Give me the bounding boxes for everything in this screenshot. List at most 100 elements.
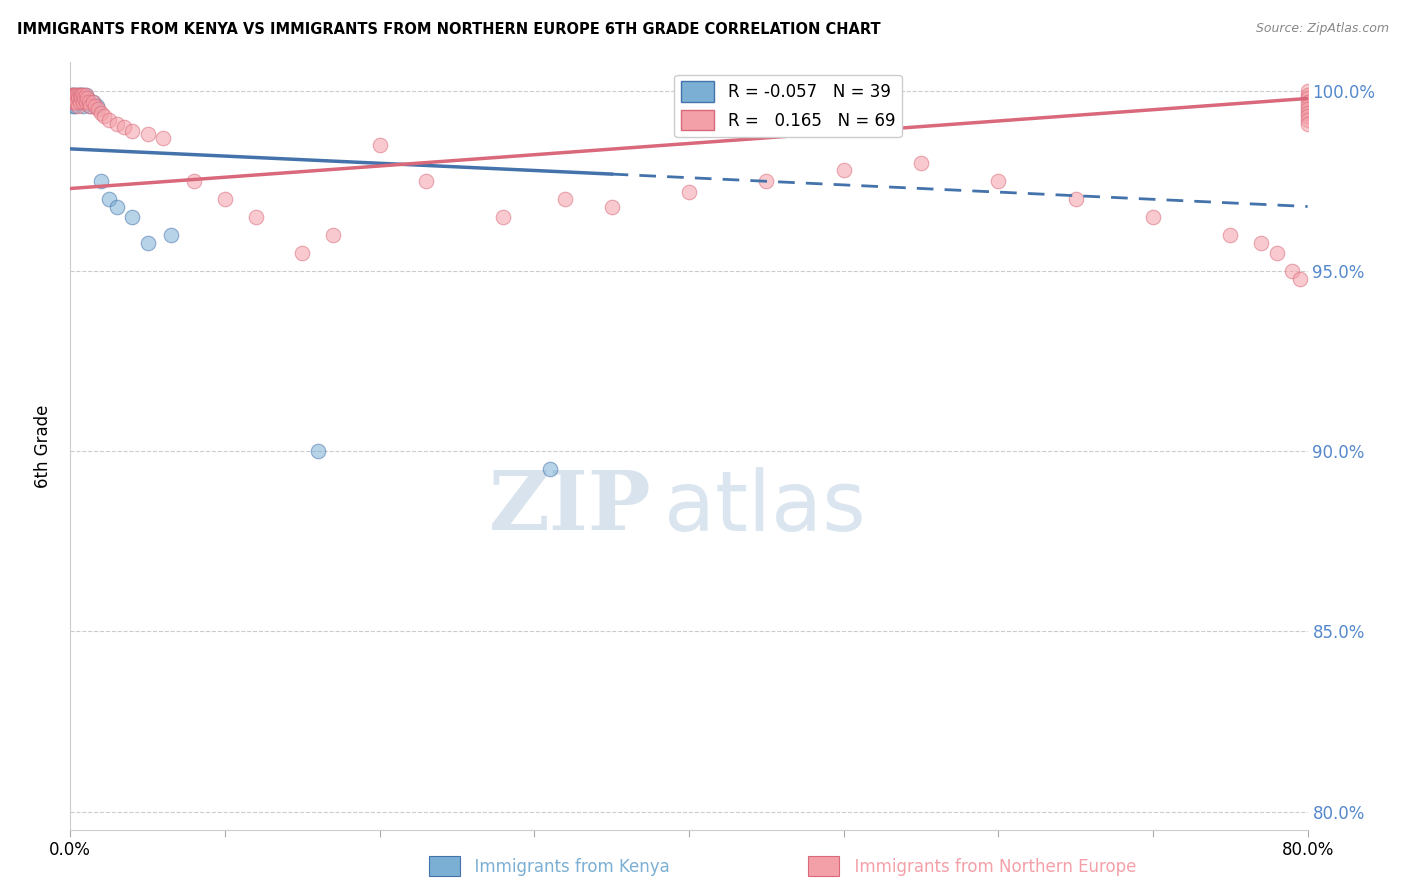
Point [72, 87, 94, 102]
Point [98, 113, 120, 128]
Legend: R = -0.057   N = 39, R =   0.165   N = 69: R = -0.057 N = 39, R = 0.165 N = 69 [673, 75, 901, 137]
Point [121, 211, 143, 225]
Point [69, 87, 91, 102]
Point [67, 91, 90, 105]
Point [67, 95, 90, 109]
Point [1296, 87, 1319, 102]
Point [1296, 102, 1319, 116]
Point [65, 91, 87, 105]
Point [60, 91, 83, 105]
Point [60, 87, 83, 102]
Point [84, 98, 107, 112]
Point [76, 95, 98, 109]
Point [60, 87, 83, 102]
Point [76, 91, 98, 105]
Point [415, 174, 437, 188]
Point [291, 246, 314, 260]
Point [1064, 192, 1087, 206]
Text: Immigrants from Kenya: Immigrants from Kenya [464, 858, 669, 876]
Point [105, 117, 128, 131]
Point [121, 124, 143, 138]
Point [90, 174, 112, 188]
Point [60, 95, 83, 109]
Point [62, 87, 84, 102]
Point [1296, 113, 1319, 128]
Point [554, 192, 576, 206]
Point [65, 87, 87, 102]
Point [90, 106, 112, 120]
Point [62, 91, 84, 105]
Point [63, 95, 86, 109]
Point [136, 128, 159, 142]
Point [755, 174, 778, 188]
Point [67, 87, 90, 102]
Point [245, 211, 267, 225]
Point [79, 98, 101, 112]
Text: IMMIGRANTS FROM KENYA VS IMMIGRANTS FROM NORTHERN EUROPE 6TH GRADE CORRELATION C: IMMIGRANTS FROM KENYA VS IMMIGRANTS FROM… [17, 22, 880, 37]
Point [60, 95, 83, 109]
Point [67, 98, 90, 112]
Point [63, 98, 86, 112]
Point [69, 95, 91, 109]
Point [72, 87, 94, 102]
Point [322, 228, 344, 243]
Point [62, 91, 84, 105]
Point [62, 95, 84, 109]
Point [600, 200, 623, 214]
Point [1296, 117, 1319, 131]
Point [75, 95, 97, 109]
Point [67, 91, 90, 105]
Point [77, 95, 100, 109]
Point [307, 444, 329, 458]
Text: ZIP: ZIP [489, 467, 652, 548]
Point [183, 174, 205, 188]
Point [136, 235, 159, 250]
Point [1296, 98, 1319, 112]
Point [368, 138, 391, 153]
Point [63, 87, 86, 102]
Point [69, 91, 91, 105]
Point [1296, 110, 1319, 124]
Point [82, 95, 105, 109]
Point [1289, 271, 1312, 285]
Point [73, 95, 96, 109]
Y-axis label: 6th Grade: 6th Grade [34, 404, 52, 488]
Point [63, 95, 86, 109]
Point [72, 95, 94, 109]
Point [70, 91, 93, 105]
Point [63, 91, 86, 105]
Point [60, 91, 83, 105]
Point [63, 91, 86, 105]
Point [214, 192, 236, 206]
Point [65, 95, 87, 109]
Point [62, 98, 84, 112]
Point [93, 110, 115, 124]
Point [910, 156, 932, 170]
Point [73, 91, 96, 105]
Point [69, 87, 91, 102]
Point [67, 87, 90, 102]
Point [1296, 84, 1319, 98]
Point [1142, 211, 1164, 225]
Text: Immigrants from Northern Europe: Immigrants from Northern Europe [844, 858, 1136, 876]
Point [1265, 246, 1288, 260]
Point [79, 98, 101, 112]
Point [832, 163, 855, 178]
Point [75, 87, 97, 102]
Point [114, 120, 135, 135]
Point [62, 87, 84, 102]
Text: atlas: atlas [664, 467, 866, 548]
Point [538, 462, 561, 476]
Point [87, 102, 110, 116]
Point [72, 91, 94, 105]
Point [1296, 91, 1319, 105]
Point [75, 87, 97, 102]
Point [86, 98, 108, 112]
Point [1250, 235, 1272, 250]
Point [72, 98, 94, 112]
Point [678, 185, 700, 199]
Point [75, 91, 97, 105]
Point [82, 95, 105, 109]
Point [1281, 264, 1303, 278]
Point [160, 228, 183, 243]
